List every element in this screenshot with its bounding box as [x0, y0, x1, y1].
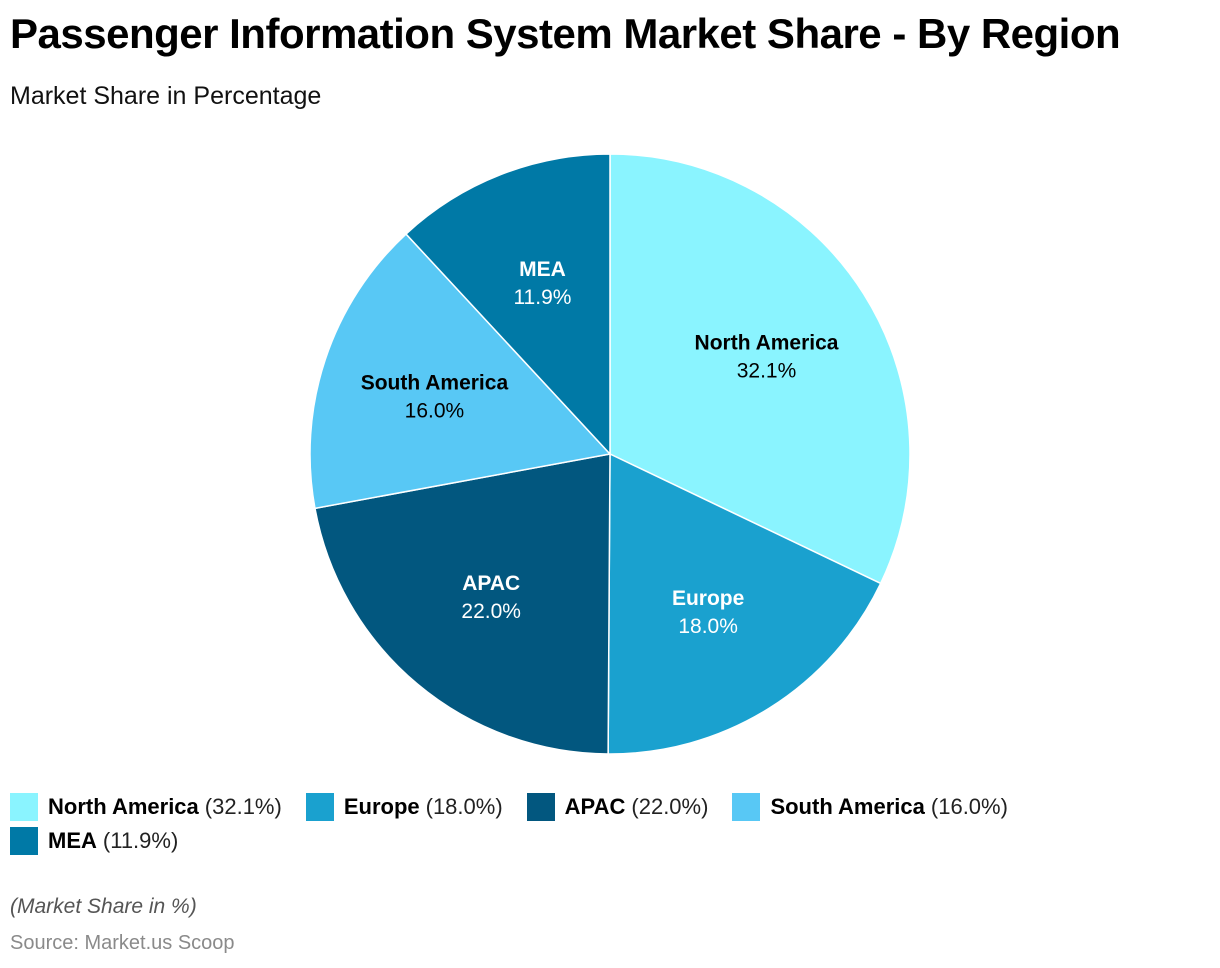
chart-subtitle: Market Share in Percentage — [10, 82, 322, 110]
legend-swatch — [10, 793, 38, 821]
chart-title: Passenger Information System Market Shar… — [10, 10, 1121, 57]
slice-label-value: 16.0% — [405, 400, 465, 423]
slice-label-name: MEA — [519, 258, 566, 281]
legend-swatch — [526, 793, 555, 821]
chart-source: Source: Market.us Scoop — [10, 932, 235, 954]
slice-label-name: Europe — [672, 587, 744, 610]
slice-label-value: 11.9% — [513, 286, 571, 309]
slice-label: North America 32.1% — [695, 331, 839, 382]
pie-slice-mea — [404, 153, 611, 456]
legend-label: MEA — [48, 828, 97, 853]
legend-swatch — [10, 827, 38, 855]
pie-slice-north-america — [609, 153, 911, 585]
legend-swatch — [732, 793, 761, 821]
pie-slice-south-america — [309, 232, 612, 510]
legend-item: South America (16.0%) — [732, 792, 1008, 822]
slice-label: MEA 11.9% — [513, 258, 571, 309]
slice-label-value: 22.0% — [461, 600, 521, 623]
pie-slice-europe — [607, 452, 882, 755]
legend-label: North America — [48, 794, 199, 819]
slice-label-name: South America — [361, 372, 509, 395]
slice-label-value: 18.0% — [678, 615, 738, 638]
pie-slice-apac — [314, 453, 611, 755]
legend-label: South America — [770, 794, 925, 819]
chart-note: (Market Share in %) — [10, 895, 197, 918]
chart-legend: North America (32.1%) Europe (18.0%) APAC (22… — [10, 792, 1110, 856]
legend-item: North America (32.1%) — [10, 792, 282, 822]
legend-item: Europe (18.0%) — [305, 792, 503, 822]
slice-label: Europe 18.0% — [672, 587, 744, 638]
legend-label: APAC — [564, 794, 626, 819]
slice-label: South America 16.0% — [361, 372, 509, 423]
legend-item: MEA (11.9%) — [10, 826, 178, 856]
legend-value: (16.0%) — [930, 794, 1008, 819]
slice-label-name: North America — [695, 331, 839, 354]
slice-label-name: APAC — [462, 572, 520, 595]
legend-swatch — [305, 793, 334, 821]
legend-value: (22.0%) — [631, 794, 709, 819]
legend-value: (11.9%) — [102, 828, 179, 853]
slice-label: APAC 22.0% — [461, 572, 521, 623]
slice-label-value: 32.1% — [737, 359, 797, 382]
legend-value: (32.1%) — [204, 794, 282, 819]
legend-item: APAC (22.0%) — [526, 792, 709, 822]
legend-label: Europe — [343, 794, 420, 819]
legend-value: (18.0%) — [425, 794, 503, 819]
